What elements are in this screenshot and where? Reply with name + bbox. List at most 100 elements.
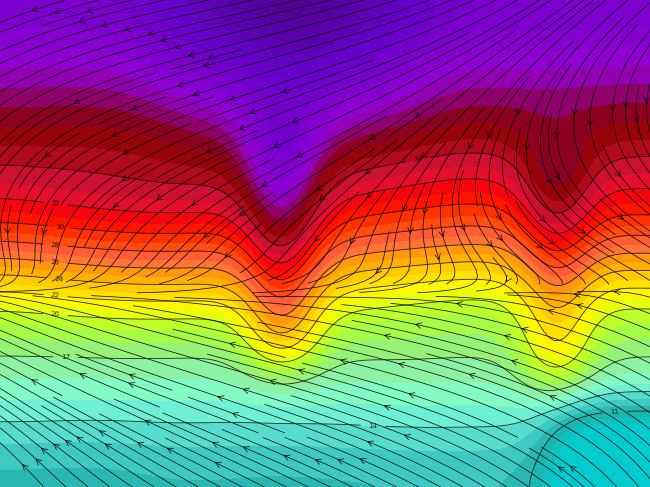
FancyArrowPatch shape [161,37,167,42]
FancyArrowPatch shape [610,105,616,110]
FancyArrowPatch shape [77,437,83,442]
FancyArrowPatch shape [23,465,29,470]
FancyArrowPatch shape [577,303,583,309]
FancyArrowPatch shape [99,431,106,436]
FancyArrowPatch shape [32,380,38,385]
FancyArrowPatch shape [497,235,502,241]
FancyArrowPatch shape [55,8,60,14]
FancyArrowPatch shape [404,434,411,440]
FancyArrowPatch shape [554,173,560,180]
Text: 28: 28 [51,242,60,248]
FancyArrowPatch shape [218,396,224,401]
FancyArrowPatch shape [587,119,593,125]
FancyArrowPatch shape [416,323,422,328]
FancyArrowPatch shape [188,52,194,57]
FancyArrowPatch shape [42,449,47,454]
FancyArrowPatch shape [36,459,42,465]
FancyArrowPatch shape [148,31,155,36]
FancyArrowPatch shape [315,459,322,464]
FancyArrowPatch shape [45,151,51,157]
FancyArrowPatch shape [360,459,366,464]
FancyArrowPatch shape [174,44,181,49]
FancyArrowPatch shape [376,267,382,273]
FancyArrowPatch shape [536,243,542,248]
FancyArrowPatch shape [5,228,10,234]
FancyArrowPatch shape [87,8,93,13]
FancyArrowPatch shape [367,192,372,198]
FancyArrowPatch shape [233,412,239,418]
FancyArrowPatch shape [408,227,413,233]
FancyArrowPatch shape [523,144,529,150]
Text: 17: 17 [61,354,70,360]
FancyArrowPatch shape [315,236,320,242]
FancyArrowPatch shape [435,254,440,260]
FancyArrowPatch shape [225,252,231,258]
FancyArrowPatch shape [138,442,144,448]
FancyArrowPatch shape [422,152,427,158]
FancyArrowPatch shape [486,241,492,246]
FancyArrowPatch shape [633,115,639,121]
FancyArrowPatch shape [66,440,72,446]
FancyArrowPatch shape [402,205,408,210]
Text: 20: 20 [51,311,60,318]
Text: 34: 34 [413,156,423,163]
FancyArrowPatch shape [178,81,184,87]
FancyArrowPatch shape [350,238,356,244]
Text: 14: 14 [369,423,378,429]
FancyArrowPatch shape [207,148,213,153]
FancyArrowPatch shape [122,175,129,181]
Text: 30: 30 [56,224,65,230]
FancyArrowPatch shape [469,374,476,378]
FancyArrowPatch shape [469,142,473,149]
FancyArrowPatch shape [409,393,415,398]
Text: 22: 22 [51,292,60,299]
FancyArrowPatch shape [282,88,289,93]
FancyArrowPatch shape [274,143,280,148]
FancyArrowPatch shape [292,118,298,123]
FancyArrowPatch shape [243,447,250,452]
FancyArrowPatch shape [213,442,218,447]
FancyArrowPatch shape [157,195,162,200]
Text: 11: 11 [610,409,619,415]
FancyArrowPatch shape [231,95,237,100]
FancyArrowPatch shape [422,208,428,214]
FancyArrowPatch shape [105,444,112,450]
FancyArrowPatch shape [506,276,512,281]
FancyArrowPatch shape [517,108,522,114]
FancyArrowPatch shape [522,327,528,333]
FancyArrowPatch shape [296,152,303,157]
FancyArrowPatch shape [54,444,60,450]
FancyArrowPatch shape [572,109,578,115]
Text: 26: 26 [51,259,60,265]
FancyArrowPatch shape [284,455,290,460]
FancyArrowPatch shape [123,149,129,154]
FancyArrowPatch shape [399,362,405,368]
FancyArrowPatch shape [366,168,372,174]
FancyArrowPatch shape [460,224,465,230]
FancyArrowPatch shape [167,448,174,453]
FancyArrowPatch shape [129,383,135,388]
FancyArrowPatch shape [385,334,391,339]
FancyArrowPatch shape [80,374,86,378]
FancyArrowPatch shape [341,359,347,364]
FancyArrowPatch shape [385,405,391,411]
FancyArrowPatch shape [319,195,326,201]
FancyArrowPatch shape [623,101,629,107]
FancyArrowPatch shape [239,125,246,130]
FancyArrowPatch shape [575,292,580,297]
FancyArrowPatch shape [194,91,200,96]
FancyArrowPatch shape [125,26,131,31]
FancyArrowPatch shape [204,232,210,238]
FancyArrowPatch shape [230,342,236,348]
FancyArrowPatch shape [579,228,585,233]
FancyArrowPatch shape [203,62,210,67]
FancyArrowPatch shape [558,467,565,472]
Text: 32: 32 [51,200,60,207]
FancyArrowPatch shape [618,214,623,220]
FancyArrowPatch shape [570,466,577,472]
FancyArrowPatch shape [239,210,246,216]
FancyArrowPatch shape [615,170,621,176]
FancyArrowPatch shape [457,301,463,307]
FancyArrowPatch shape [317,185,322,190]
FancyArrowPatch shape [270,379,276,385]
